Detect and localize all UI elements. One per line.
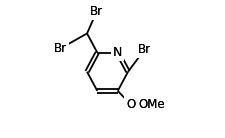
Text: Br: Br xyxy=(137,43,150,56)
Text: N: N xyxy=(112,46,122,59)
Text: Br: Br xyxy=(90,5,103,18)
Text: OMe: OMe xyxy=(137,98,164,111)
Text: Br: Br xyxy=(54,42,67,55)
Text: N: N xyxy=(112,46,122,59)
Text: O: O xyxy=(126,98,135,111)
Text: OMe: OMe xyxy=(137,98,164,111)
Text: O: O xyxy=(126,98,135,111)
Text: Br: Br xyxy=(90,5,103,18)
Text: Br: Br xyxy=(54,42,67,55)
Text: Br: Br xyxy=(137,43,150,56)
